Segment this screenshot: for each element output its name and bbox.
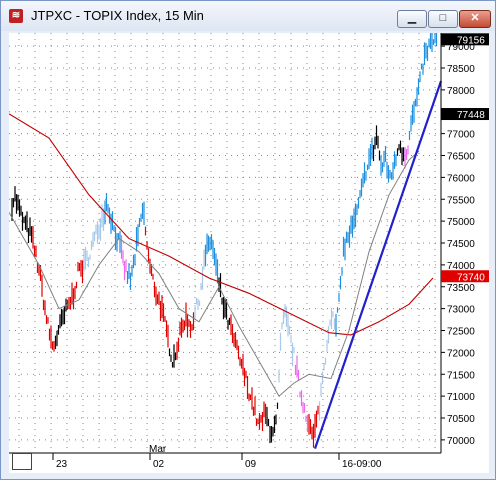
price-tick-label: 79000 xyxy=(447,42,475,53)
minimize-button[interactable]: ▁ xyxy=(397,10,427,28)
time-axis: 23 02 09 16-09:00 Mar xyxy=(52,444,382,470)
price-tag-box xyxy=(441,270,489,283)
price-tick-label: 78500 xyxy=(447,64,475,75)
moving-average-short xyxy=(9,150,420,397)
trend-line[interactable] xyxy=(313,80,443,449)
moving-average-long xyxy=(9,113,434,336)
price-tick-label: 71000 xyxy=(447,392,475,403)
price-tick-label: 76500 xyxy=(447,152,475,163)
time-tick-label: 09 xyxy=(245,459,257,470)
price-tag-label: 79156 xyxy=(457,35,485,46)
price-tick-label: 74000 xyxy=(447,261,475,272)
price-tag-box xyxy=(441,33,489,46)
price-axis: 70000 70500 71000 71500 72000 72500 73000 73500… xyxy=(441,42,475,447)
price-tags: 79156 77448 73740 xyxy=(441,33,489,283)
price-tick-label: 75000 xyxy=(447,217,475,228)
price-tick-label: 70500 xyxy=(447,414,475,425)
maximize-button[interactable]: □ xyxy=(428,10,458,28)
window-title: JTPXC - TOPIX Index, 15 Min xyxy=(31,8,204,23)
price-bars xyxy=(11,33,438,448)
price-tick-label: 75500 xyxy=(447,195,475,206)
price-chart[interactable]: 70000 70500 71000 71500 72000 72500 73000 73500… xyxy=(9,33,489,473)
price-tag-label: 73740 xyxy=(457,272,485,283)
price-tick-label: 76000 xyxy=(447,173,475,184)
close-icon: ✕ xyxy=(470,12,480,24)
price-tick-label: 72000 xyxy=(447,348,475,359)
price-tick-label: 78000 xyxy=(447,86,475,97)
price-tick-label: 73500 xyxy=(447,283,475,294)
title-bar[interactable]: ≋ JTPXC - TOPIX Index, 15 Min ▁ □ ✕ xyxy=(1,1,495,31)
price-tick-label: 77000 xyxy=(447,130,475,141)
price-tick-label: 72500 xyxy=(447,327,475,338)
month-label: Mar xyxy=(149,444,167,455)
price-tick-label: 71500 xyxy=(447,370,475,381)
time-tick-label: 23 xyxy=(56,459,68,470)
status-indicator[interactable] xyxy=(12,453,32,470)
time-tick-label: 16-09:00 xyxy=(342,459,382,470)
time-tick-label: 02 xyxy=(153,459,165,470)
minimize-icon: ▁ xyxy=(407,12,417,24)
price-tick-label: 70000 xyxy=(447,436,475,447)
maximize-icon: □ xyxy=(439,12,447,24)
price-tag-box xyxy=(441,108,489,121)
close-button[interactable]: ✕ xyxy=(459,10,491,28)
chart-app-icon: ≋ xyxy=(9,9,23,23)
price-tick-label: 73000 xyxy=(447,305,475,316)
chart-grid xyxy=(9,33,441,453)
price-tick-label: 74500 xyxy=(447,239,475,250)
price-tag-label: 77448 xyxy=(457,110,485,121)
